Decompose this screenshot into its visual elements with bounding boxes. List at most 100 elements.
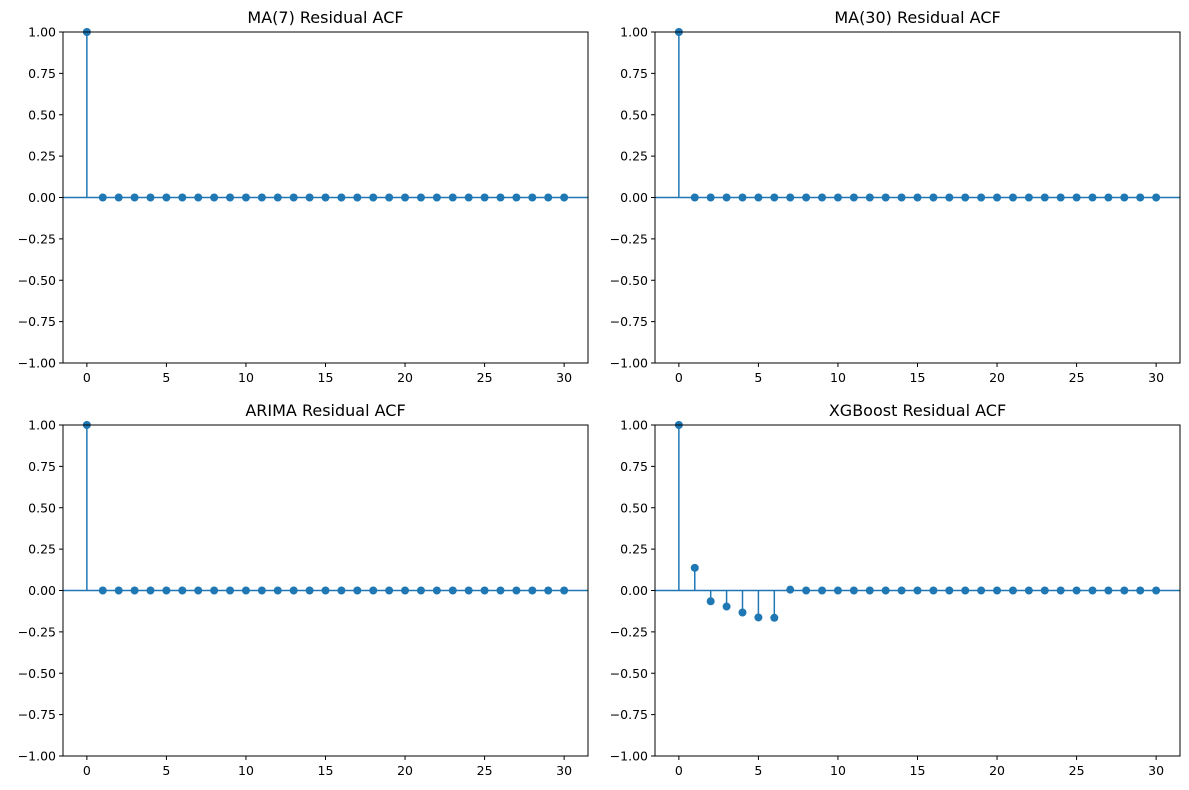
y-tick-label: −0.25 (18, 624, 56, 639)
y-tick-label: 1.00 (28, 418, 56, 433)
y-tick-label: −0.50 (18, 273, 56, 288)
acf-point (802, 193, 811, 202)
acf-point (289, 193, 298, 202)
acf-point (1104, 193, 1113, 202)
acf-point (833, 193, 842, 202)
y-tick-label: −1.00 (18, 356, 56, 371)
y-tick-label: −0.75 (610, 314, 648, 329)
acf-point (1008, 586, 1017, 595)
acf-point (480, 193, 489, 202)
acf-point (432, 586, 441, 595)
y-tick-label: 0.50 (28, 500, 56, 515)
x-tick-label: 5 (754, 763, 762, 778)
x-tick-label: 15 (910, 370, 926, 385)
y-tick-label: −0.75 (610, 707, 648, 722)
acf-point (849, 586, 858, 595)
acf-point (977, 586, 986, 595)
acf-point (961, 193, 970, 202)
acf-point (1040, 586, 1049, 595)
acf-point (257, 193, 266, 202)
acf-point (833, 586, 842, 595)
y-tick-label: 1.00 (620, 25, 648, 40)
x-tick-label: 20 (989, 763, 1005, 778)
y-tick-label: −0.50 (18, 666, 56, 681)
x-tick-label: 30 (1148, 370, 1164, 385)
acf-point (770, 613, 779, 622)
acf-point (1024, 586, 1033, 595)
acf-point (560, 586, 569, 595)
subplot-title: ARIMA Residual ACF (245, 401, 405, 420)
acf-point (1040, 193, 1049, 202)
acf-point (480, 586, 489, 595)
acf-point (321, 193, 330, 202)
acf-point (273, 586, 282, 595)
x-tick-label: 20 (397, 370, 413, 385)
acf-point (786, 193, 795, 202)
acf-point (194, 586, 203, 595)
x-tick-label: 20 (397, 763, 413, 778)
acf-point (690, 193, 699, 202)
y-tick-label: 0.25 (620, 542, 648, 557)
acf-point (897, 586, 906, 595)
y-tick-label: 0.00 (620, 190, 648, 205)
acf-point (945, 193, 954, 202)
acf-point (369, 586, 378, 595)
acf-point (353, 193, 362, 202)
x-tick-label: 15 (318, 763, 334, 778)
acf-point (98, 586, 107, 595)
y-tick-label: 0.25 (620, 149, 648, 164)
acf-point (416, 193, 425, 202)
subplot-title: MA(30) Residual ACF (834, 8, 1000, 27)
y-tick-label: −0.75 (18, 707, 56, 722)
acf-point (1072, 193, 1081, 202)
acf-point (496, 586, 505, 595)
acf-point (706, 597, 715, 606)
acf-point (1056, 586, 1065, 595)
subplot-title: MA(7) Residual ACF (247, 8, 403, 27)
y-tick-label: −0.75 (18, 314, 56, 329)
acf-point (961, 586, 970, 595)
acf-point (560, 193, 569, 202)
acf-point (929, 586, 938, 595)
x-tick-label: 15 (318, 370, 334, 385)
x-tick-label: 0 (83, 370, 91, 385)
acf-point (722, 193, 731, 202)
acf-point (401, 193, 410, 202)
y-tick-label: −0.50 (610, 273, 648, 288)
x-tick-label: 10 (238, 763, 254, 778)
acf-point (146, 193, 155, 202)
y-tick-label: 0.50 (620, 107, 648, 122)
acf-point (337, 193, 346, 202)
x-tick-label: 5 (754, 370, 762, 385)
acf-point (770, 193, 779, 202)
acf-point (881, 586, 890, 595)
x-tick-label: 15 (910, 763, 926, 778)
acf-point (241, 586, 250, 595)
acf-point (448, 586, 457, 595)
acf-point (1056, 193, 1065, 202)
x-tick-label: 25 (1069, 763, 1085, 778)
acf-point (178, 586, 187, 595)
acf-point (146, 586, 155, 595)
acf-point (385, 586, 394, 595)
y-tick-label: −0.25 (610, 624, 648, 639)
acf-point (162, 586, 171, 595)
acf-point (257, 586, 266, 595)
acf-point (416, 586, 425, 595)
acf-point (114, 193, 123, 202)
acf-point (945, 586, 954, 595)
x-tick-label: 0 (675, 763, 683, 778)
y-tick-label: 0.00 (28, 583, 56, 598)
y-tick-label: 0.50 (28, 107, 56, 122)
acf-point (849, 193, 858, 202)
acf-point (178, 193, 187, 202)
acf-point (913, 586, 922, 595)
acf-point (544, 586, 553, 595)
x-tick-label: 30 (556, 370, 572, 385)
subplot-arima: ARIMA Residual ACF 0 5 10 15 20 25 30 1.00 0.75 0… (18, 401, 589, 778)
acf-point (977, 193, 986, 202)
acf-point (114, 586, 123, 595)
acf-point (528, 586, 537, 595)
acf-point (1104, 586, 1113, 595)
y-tick-label: −1.00 (610, 356, 648, 371)
